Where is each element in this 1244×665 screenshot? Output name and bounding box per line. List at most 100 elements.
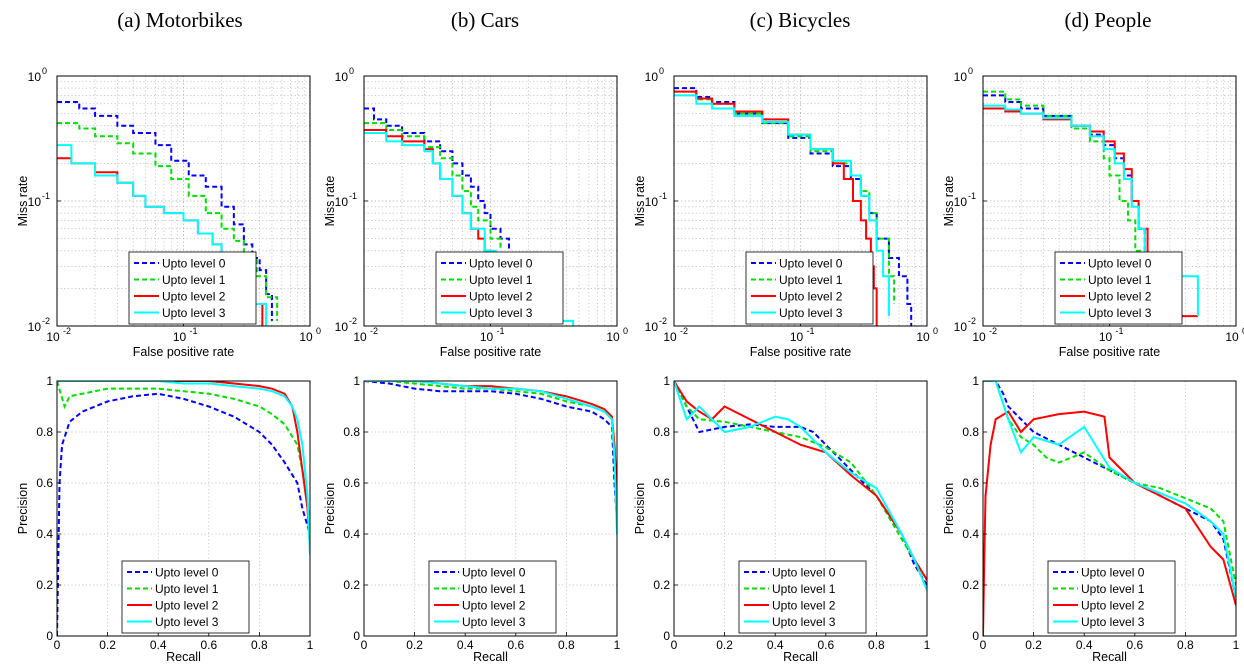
legend-label-level-3: Upto level 3 xyxy=(772,615,836,629)
x-tick-label: 0 xyxy=(980,638,987,652)
legend-label-level-2: Upto level 2 xyxy=(1081,599,1145,613)
y-tick-label: 0.8 xyxy=(962,425,979,439)
x-tick-label: 0.4 xyxy=(767,638,784,652)
legend-label-level-3: Upto level 3 xyxy=(462,615,526,629)
x-tick-exponent: 0 xyxy=(623,326,628,336)
x-tick-exponent: -1 xyxy=(497,326,505,336)
x-tick-label: 0.4 xyxy=(150,638,167,652)
y-axis-label: Precision xyxy=(323,483,337,534)
legend-label-level-0: Upto level 0 xyxy=(772,566,836,580)
ticks-motorbikes-pr: 00 0.2 0.2 0.4 0.4 0.6 0.6 0.8 0.8 1 1 xyxy=(36,374,313,652)
y-tick-label: 10 xyxy=(645,320,659,334)
legend-label-level-2: Upto level 2 xyxy=(462,599,526,613)
series-line-level-1 xyxy=(674,381,927,581)
y-tick-label: 10 xyxy=(645,195,659,209)
legend-label-level-1: Upto level 1 xyxy=(462,582,526,596)
x-tick-label: 10 xyxy=(1225,330,1239,344)
y-tick-label: 10 xyxy=(28,70,42,84)
y-tick-label: 0.6 xyxy=(343,476,360,490)
series-line-level-0 xyxy=(57,392,310,636)
x-tick-exponent: 0 xyxy=(933,326,938,336)
x-tick-label: 10 xyxy=(173,330,187,344)
legend-cars-pr: Upto level 0 Upto level 1 Upto level 2 Upto… xyxy=(428,560,557,634)
x-tick-label: 0.2 xyxy=(716,638,733,652)
legend-label-level-0: Upto level 0 xyxy=(779,257,843,271)
panel-bicycles-pr: 00 0.2 0.2 0.4 0.4 0.6 0.6 0.8 0.8 1 1 Recall Precis… xyxy=(633,374,931,664)
legend-label-level-0: Upto level 0 xyxy=(155,566,219,580)
legend-people-pr: Upto level 0 Upto level 1 Upto level 2 Upto… xyxy=(1047,560,1176,634)
x-tick-label: 0.8 xyxy=(1177,638,1194,652)
x-axis-label: Recall xyxy=(473,650,508,664)
y-tick-label: 0 xyxy=(663,629,670,643)
y-axis-label: Miss rate xyxy=(323,176,337,227)
y-axis-label: Miss rate xyxy=(16,176,30,227)
y-tick-label: 1 xyxy=(972,374,979,388)
y-tick-exponent: -2 xyxy=(349,316,357,326)
series-line-level-3 xyxy=(674,381,927,591)
legend-label-level-2: Upto level 2 xyxy=(162,290,226,304)
series-line-level-0 xyxy=(983,94,1186,318)
series-line-level-1 xyxy=(983,381,1236,586)
plot-frame-cars-pr xyxy=(363,380,618,637)
x-tick-exponent: -2 xyxy=(989,326,997,336)
y-axis-label: Miss rate xyxy=(942,176,956,227)
legend-label-level-1: Upto level 1 xyxy=(1088,273,1152,287)
y-tick-exponent: -1 xyxy=(968,191,976,201)
y-tick-exponent: -2 xyxy=(42,316,50,326)
title-people: (d) People xyxy=(1065,8,1152,32)
series-group-bicycles-det xyxy=(674,87,913,326)
y-tick-exponent: -2 xyxy=(659,316,667,326)
legend-label-level-2: Upto level 2 xyxy=(772,599,836,613)
plot-frame-motorbikes-pr xyxy=(56,380,311,637)
x-tick-label: 0.2 xyxy=(1025,638,1042,652)
legend-motorbikes-pr: Upto level 0 Upto level 1 Upto level 2 Upto… xyxy=(121,560,250,634)
y-tick-exponent: -2 xyxy=(968,316,976,326)
x-tick-label: 0.2 xyxy=(99,638,116,652)
series-group-bicycles-pr xyxy=(674,381,927,591)
ticks-motorbikes-det: 10 -210 -210 -110 -110 010 0 xyxy=(28,66,321,344)
y-tick-label: 0.8 xyxy=(653,425,670,439)
x-tick-label: 10 xyxy=(663,330,677,344)
ticks-people-pr: 00 0.2 0.2 0.4 0.4 0.6 0.6 0.8 0.8 1 1 xyxy=(962,374,1239,652)
y-tick-label: 1 xyxy=(46,374,53,388)
series-line-level-1 xyxy=(57,381,310,522)
panel-people-pr: 00 0.2 0.2 0.4 0.4 0.6 0.6 0.8 0.8 1 1 Recall Precis… xyxy=(942,374,1240,664)
y-tick-label: 0.2 xyxy=(36,578,53,592)
legend-label-level-0: Upto level 0 xyxy=(1081,566,1145,580)
y-tick-label: 0.2 xyxy=(343,578,360,592)
y-tick-exponent: 0 xyxy=(42,66,47,76)
legend-label-level-3: Upto level 3 xyxy=(1081,615,1145,629)
x-tick-label: 1 xyxy=(614,638,621,652)
x-tick-label: 1 xyxy=(1233,638,1240,652)
x-tick-exponent: -2 xyxy=(680,326,688,336)
legend-label-level-2: Upto level 2 xyxy=(1088,290,1152,304)
y-tick-label: 0.8 xyxy=(343,425,360,439)
y-tick-label: 0.4 xyxy=(343,527,360,541)
y-tick-label: 10 xyxy=(335,320,349,334)
y-tick-label: 0.2 xyxy=(653,578,670,592)
x-axis-label: Recall xyxy=(166,650,201,664)
y-tick-label: 0.8 xyxy=(36,425,53,439)
legend-label-level-1: Upto level 1 xyxy=(779,273,843,287)
legend-label-level-0: Upto level 0 xyxy=(162,257,226,271)
panel-cars-pr: 00 0.2 0.2 0.4 0.4 0.6 0.6 0.8 0.8 1 1 Recall Precis… xyxy=(323,374,621,664)
legend-label-level-2: Upto level 2 xyxy=(469,290,533,304)
series-line-level-0 xyxy=(983,381,1236,598)
x-tick-label: 0.6 xyxy=(817,638,834,652)
x-tick-exponent: -1 xyxy=(807,326,815,336)
legend-label-level-3: Upto level 3 xyxy=(469,306,533,320)
legend-label-level-0: Upto level 0 xyxy=(469,257,533,271)
x-tick-exponent: -2 xyxy=(63,326,71,336)
legend-label-level-0: Upto level 0 xyxy=(462,566,526,580)
y-tick-label: 0 xyxy=(353,629,360,643)
y-tick-label: 10 xyxy=(954,70,968,84)
legend-label-level-3: Upto level 3 xyxy=(779,306,843,320)
legend-label-level-2: Upto level 2 xyxy=(155,599,219,613)
series-line-level-1 xyxy=(57,122,279,321)
y-tick-label: 10 xyxy=(335,70,349,84)
